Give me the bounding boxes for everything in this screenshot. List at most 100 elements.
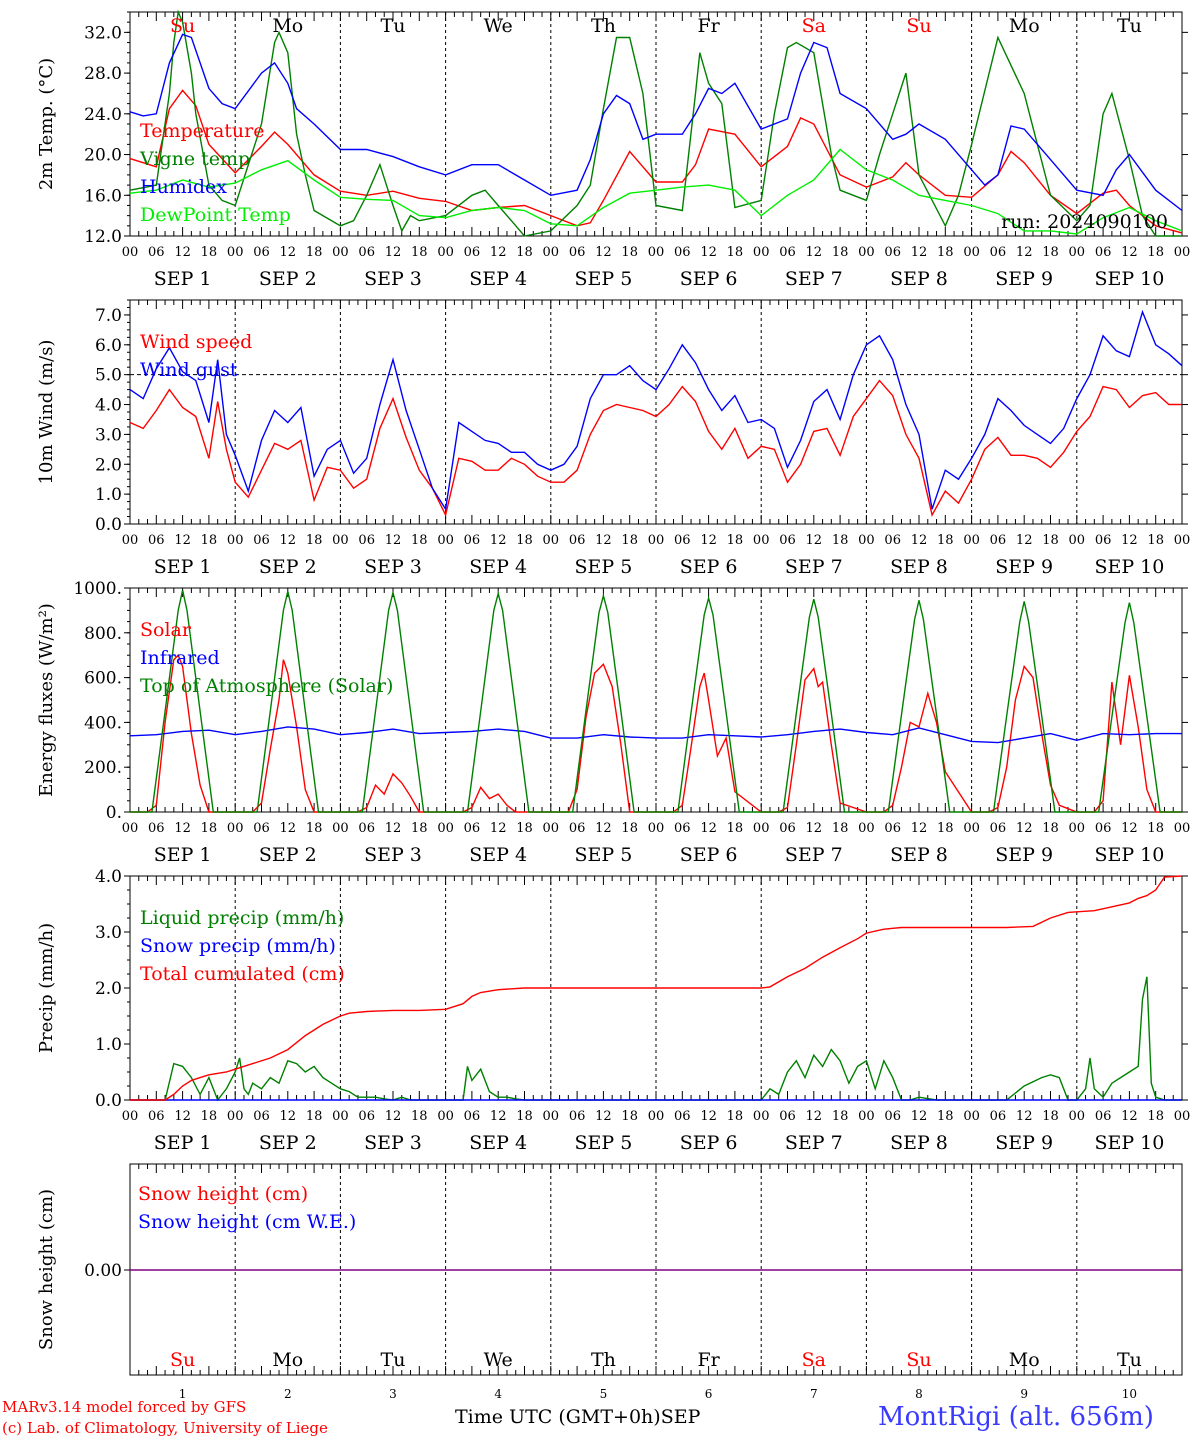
series-line-wind-gust xyxy=(129,309,1183,512)
hour-label: 00 xyxy=(753,821,770,836)
hour-label: 06 xyxy=(569,245,586,260)
hour-label: 06 xyxy=(990,533,1007,548)
date-label: SEP 7 xyxy=(785,1132,843,1154)
weekday-label: Tu xyxy=(381,1349,406,1371)
hour-label: 18 xyxy=(201,245,218,260)
hour-label: 00 xyxy=(332,533,349,548)
lab-credit-text: (c) Lab. of Climatology, University of L… xyxy=(2,1419,328,1437)
hour-label: 18 xyxy=(411,533,428,548)
date-label: SEP 6 xyxy=(680,268,738,290)
legend-entry: Top of Atmosphere (Solar) xyxy=(140,675,393,697)
weekday-label: Su xyxy=(170,1349,195,1371)
hour-label: 18 xyxy=(201,1109,218,1124)
weekday-label: Mo xyxy=(1009,1349,1040,1371)
legend-entry: Snow precip (mm/h) xyxy=(140,935,336,957)
hour-label: 06 xyxy=(674,1109,691,1124)
hour-label: 18 xyxy=(1042,533,1059,548)
date-label: SEP 6 xyxy=(680,1132,738,1154)
hour-label: 12 xyxy=(911,245,928,260)
weekday-label: Th xyxy=(591,1349,616,1371)
hour-label: 06 xyxy=(358,821,375,836)
hour-label: 00 xyxy=(227,533,244,548)
y-tick-label: 1000. xyxy=(73,579,122,599)
date-label: SEP 5 xyxy=(574,268,632,290)
hour-label: 00 xyxy=(543,1109,560,1124)
hour-label: 12 xyxy=(174,245,191,260)
day-number-label: 4 xyxy=(494,1387,502,1401)
date-label: SEP 9 xyxy=(995,268,1053,290)
hour-label: 00 xyxy=(543,245,560,260)
y-tick-label: 0. xyxy=(106,803,122,823)
hour-label: 12 xyxy=(174,533,191,548)
date-label: SEP 3 xyxy=(364,268,422,290)
hour-label: 12 xyxy=(806,245,823,260)
hour-label: 06 xyxy=(1095,533,1112,548)
hour-label: 12 xyxy=(595,245,612,260)
hour-label: 12 xyxy=(595,821,612,836)
date-label: SEP 7 xyxy=(785,556,843,578)
y-tick-label: 5.0 xyxy=(95,366,122,386)
hour-label: 18 xyxy=(516,533,533,548)
hour-label: 00 xyxy=(753,533,770,548)
hour-label: 12 xyxy=(1121,533,1138,548)
hour-label: 12 xyxy=(1121,245,1138,260)
hour-label: 12 xyxy=(1121,821,1138,836)
hour-label: 06 xyxy=(779,1109,796,1124)
weekday-label: Th xyxy=(591,15,616,37)
hour-label: 06 xyxy=(148,245,165,260)
hour-label: 00 xyxy=(543,533,560,548)
hour-label: 12 xyxy=(806,821,823,836)
hour-label: 18 xyxy=(832,821,849,836)
date-label: SEP 3 xyxy=(364,844,422,866)
date-label: SEP 2 xyxy=(259,844,317,866)
hour-label: 06 xyxy=(779,533,796,548)
hour-label: 12 xyxy=(385,533,402,548)
date-label: SEP 10 xyxy=(1094,268,1164,290)
hour-label: 12 xyxy=(385,245,402,260)
hour-label: 06 xyxy=(253,533,270,548)
panel-2: 0.0 1.0 2.0 3.0 4.0 5.0 6.0 7.0 10m Wind (m/s) Wi… xyxy=(36,299,1190,578)
hour-label: 18 xyxy=(201,533,218,548)
y-tick-label: 16.0 xyxy=(84,186,122,206)
hour-label: 12 xyxy=(911,821,928,836)
hour-label: 00 xyxy=(332,245,349,260)
station-title: MontRigi (alt. 656m) xyxy=(878,1402,1154,1432)
hour-label: 18 xyxy=(306,1109,323,1124)
panel-3: 0. 200. 400. 600. 800. 1000. Energy fluxes (W/… xyxy=(36,579,1190,866)
series-line-dewpoint-temp xyxy=(129,148,1183,235)
weekday-label: Mo xyxy=(272,1349,303,1371)
hour-label: 06 xyxy=(569,533,586,548)
y-tick-label: 600. xyxy=(84,669,122,689)
y-tick-label: 0.0 xyxy=(95,1091,122,1111)
run-label: run: 2024090100 xyxy=(1001,211,1168,233)
date-label: SEP 10 xyxy=(1094,844,1164,866)
hour-label: 18 xyxy=(727,533,744,548)
legend-entry: Vigne temp xyxy=(139,148,250,170)
date-label: SEP 8 xyxy=(890,268,948,290)
date-label: SEP 2 xyxy=(259,556,317,578)
hour-label: 06 xyxy=(674,533,691,548)
hour-label: 18 xyxy=(937,533,954,548)
hour-label: 18 xyxy=(621,1109,638,1124)
hour-label: 12 xyxy=(806,533,823,548)
date-label: SEP 5 xyxy=(574,556,632,578)
hour-label: 06 xyxy=(464,533,481,548)
y-tick-label: 200. xyxy=(84,758,122,778)
hour-label: 06 xyxy=(674,821,691,836)
day-number-label: 1 xyxy=(179,1387,187,1401)
date-label: SEP 4 xyxy=(469,1132,527,1154)
day-number-label: 8 xyxy=(915,1387,923,1401)
day-number-label: 9 xyxy=(1020,1387,1028,1401)
hour-label: 00 xyxy=(437,245,454,260)
y-tick-label: 3.0 xyxy=(95,923,122,943)
date-label: SEP 5 xyxy=(574,1132,632,1154)
hour-label: 12 xyxy=(1016,245,1033,260)
hour-label: 00 xyxy=(122,245,139,260)
y-tick-label: 20.0 xyxy=(84,146,122,166)
day-number-label: 6 xyxy=(705,1387,713,1401)
date-label: SEP 4 xyxy=(469,556,527,578)
hour-label: 00 xyxy=(1069,1109,1086,1124)
y-axis-label: Energy fluxes (W/m²) xyxy=(36,603,57,797)
hour-label: 18 xyxy=(727,1109,744,1124)
hour-label: 12 xyxy=(700,245,717,260)
